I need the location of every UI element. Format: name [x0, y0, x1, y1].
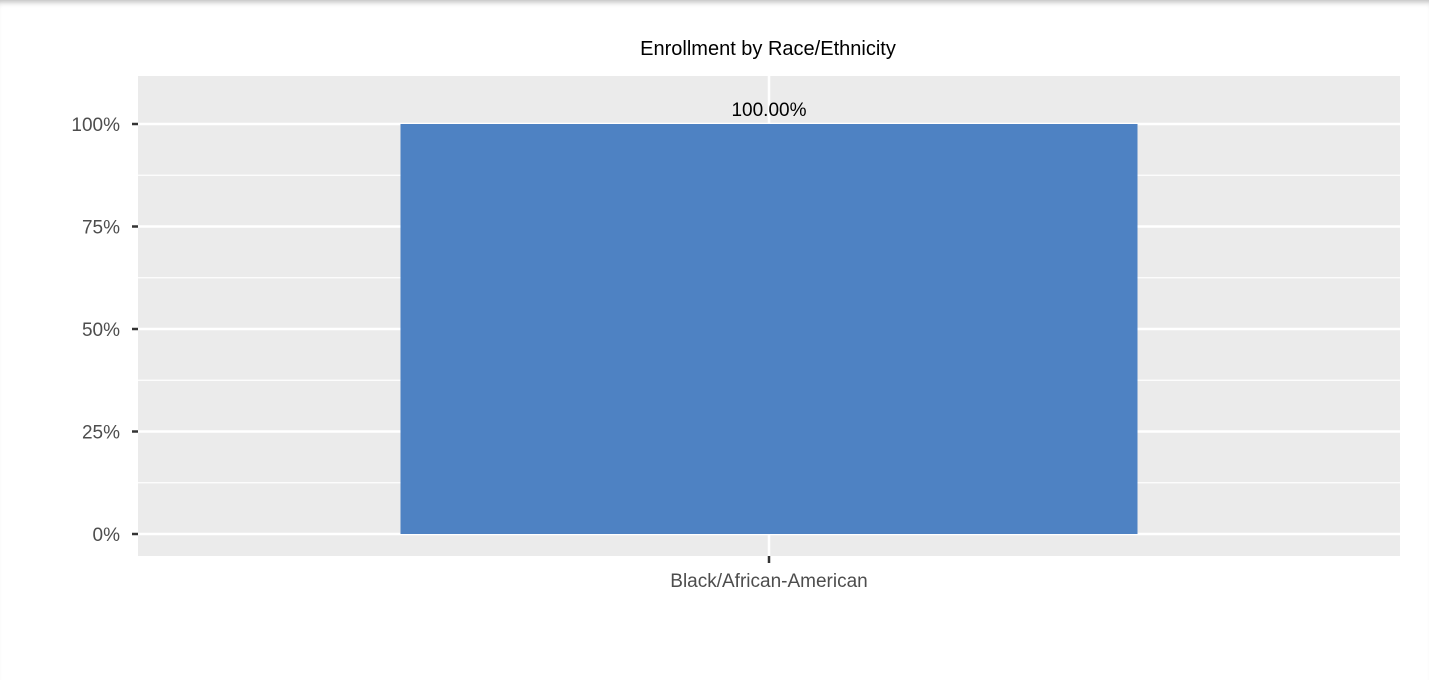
y-tick-label: 50%: [82, 320, 120, 341]
y-tick-label: 0%: [93, 525, 121, 546]
y-tick-label: 25%: [82, 423, 120, 444]
bar-data-label: 100.00%: [731, 100, 806, 121]
axes: 0% 25% 50% 75% 100% Black/African-American: [71, 115, 867, 592]
x-tick-label: Black/African-American: [670, 571, 867, 592]
chart-title: Enrollment by Race/Ethnicity: [640, 38, 896, 60]
bar: [400, 124, 1138, 534]
y-tick-label: 75%: [82, 218, 120, 239]
bars: 100.00%: [400, 100, 1138, 534]
y-tick-label: 100%: [71, 115, 120, 136]
